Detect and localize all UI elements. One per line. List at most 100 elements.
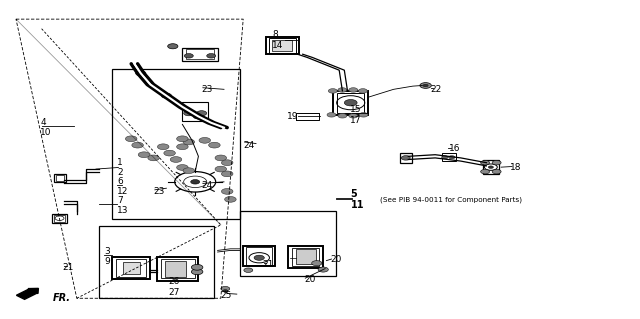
Circle shape: [344, 100, 357, 106]
Bar: [240, 211, 336, 276]
Bar: [246, 247, 272, 265]
Circle shape: [318, 267, 328, 272]
Circle shape: [157, 144, 169, 150]
Circle shape: [221, 189, 233, 194]
Bar: [112, 69, 240, 219]
Bar: [161, 259, 195, 278]
Text: 18: 18: [510, 163, 522, 172]
Circle shape: [492, 160, 501, 165]
Circle shape: [401, 156, 410, 160]
Bar: [333, 91, 368, 115]
Circle shape: [177, 144, 188, 150]
Text: 24: 24: [243, 141, 255, 150]
Bar: [400, 153, 412, 163]
Text: (See PIB 94-0011 for Component Parts): (See PIB 94-0011 for Component Parts): [380, 196, 522, 203]
Bar: [52, 214, 67, 223]
Text: 7
13: 7 13: [117, 196, 129, 215]
FancyArrow shape: [17, 288, 38, 299]
Bar: [483, 160, 499, 174]
Bar: [269, 38, 296, 53]
Text: 19: 19: [287, 112, 298, 121]
Bar: [123, 262, 140, 274]
Bar: [182, 102, 208, 121]
Circle shape: [221, 286, 230, 291]
Text: 5
11: 5 11: [351, 189, 364, 210]
Circle shape: [138, 152, 150, 158]
Bar: [54, 215, 65, 222]
Circle shape: [191, 264, 203, 270]
Circle shape: [488, 166, 493, 168]
Text: 25: 25: [221, 291, 232, 300]
Bar: [288, 246, 323, 268]
Bar: [157, 257, 198, 281]
Circle shape: [312, 261, 322, 266]
Circle shape: [338, 114, 347, 118]
Circle shape: [191, 180, 200, 184]
Text: 6
12: 6 12: [117, 177, 129, 196]
Circle shape: [164, 150, 175, 156]
Circle shape: [221, 171, 233, 177]
Circle shape: [442, 156, 448, 159]
Text: 26
27: 26 27: [168, 278, 180, 297]
Circle shape: [225, 197, 236, 202]
Circle shape: [349, 114, 358, 118]
Circle shape: [125, 136, 137, 142]
Bar: [112, 257, 150, 279]
Text: 15
17: 15 17: [350, 105, 362, 124]
Circle shape: [492, 169, 501, 174]
Text: 24: 24: [202, 181, 213, 189]
Bar: [99, 226, 214, 298]
Text: 3
9: 3 9: [104, 247, 110, 266]
Circle shape: [327, 113, 336, 117]
Circle shape: [449, 156, 455, 159]
Bar: [292, 248, 319, 266]
Circle shape: [359, 113, 368, 117]
Bar: [182, 48, 218, 61]
Text: 21: 21: [262, 260, 274, 269]
Circle shape: [148, 155, 159, 161]
Circle shape: [191, 269, 203, 275]
Circle shape: [193, 114, 204, 119]
Circle shape: [132, 142, 143, 148]
Bar: [442, 153, 456, 161]
Circle shape: [349, 88, 358, 92]
Text: 1
2: 1 2: [117, 158, 123, 177]
Circle shape: [215, 166, 227, 172]
Circle shape: [423, 84, 428, 87]
Circle shape: [199, 137, 211, 143]
Bar: [116, 259, 146, 277]
Circle shape: [338, 88, 347, 92]
Bar: [186, 49, 214, 59]
Circle shape: [209, 142, 220, 148]
Bar: [54, 174, 66, 182]
Circle shape: [481, 169, 490, 174]
Text: 23: 23: [154, 187, 165, 196]
Circle shape: [183, 168, 195, 174]
Circle shape: [207, 54, 216, 58]
Circle shape: [170, 157, 182, 162]
Bar: [266, 37, 299, 54]
Text: 16: 16: [449, 144, 461, 153]
Text: 23: 23: [202, 85, 213, 94]
Bar: [56, 175, 64, 181]
Circle shape: [183, 139, 195, 145]
Text: 22: 22: [430, 85, 442, 94]
Bar: [337, 93, 364, 113]
Text: 4
10: 4 10: [40, 118, 52, 137]
Circle shape: [223, 290, 228, 292]
Bar: [296, 249, 316, 264]
Circle shape: [196, 111, 207, 116]
Circle shape: [168, 44, 178, 49]
Text: 20: 20: [330, 256, 342, 264]
Circle shape: [184, 111, 194, 116]
Text: 20: 20: [304, 275, 316, 284]
Circle shape: [161, 93, 172, 98]
Circle shape: [420, 83, 431, 88]
Circle shape: [184, 54, 193, 58]
Circle shape: [221, 160, 233, 166]
Circle shape: [481, 160, 490, 165]
Bar: [272, 40, 292, 51]
Circle shape: [215, 155, 227, 161]
Text: 8
14: 8 14: [272, 30, 284, 49]
Circle shape: [244, 268, 253, 272]
